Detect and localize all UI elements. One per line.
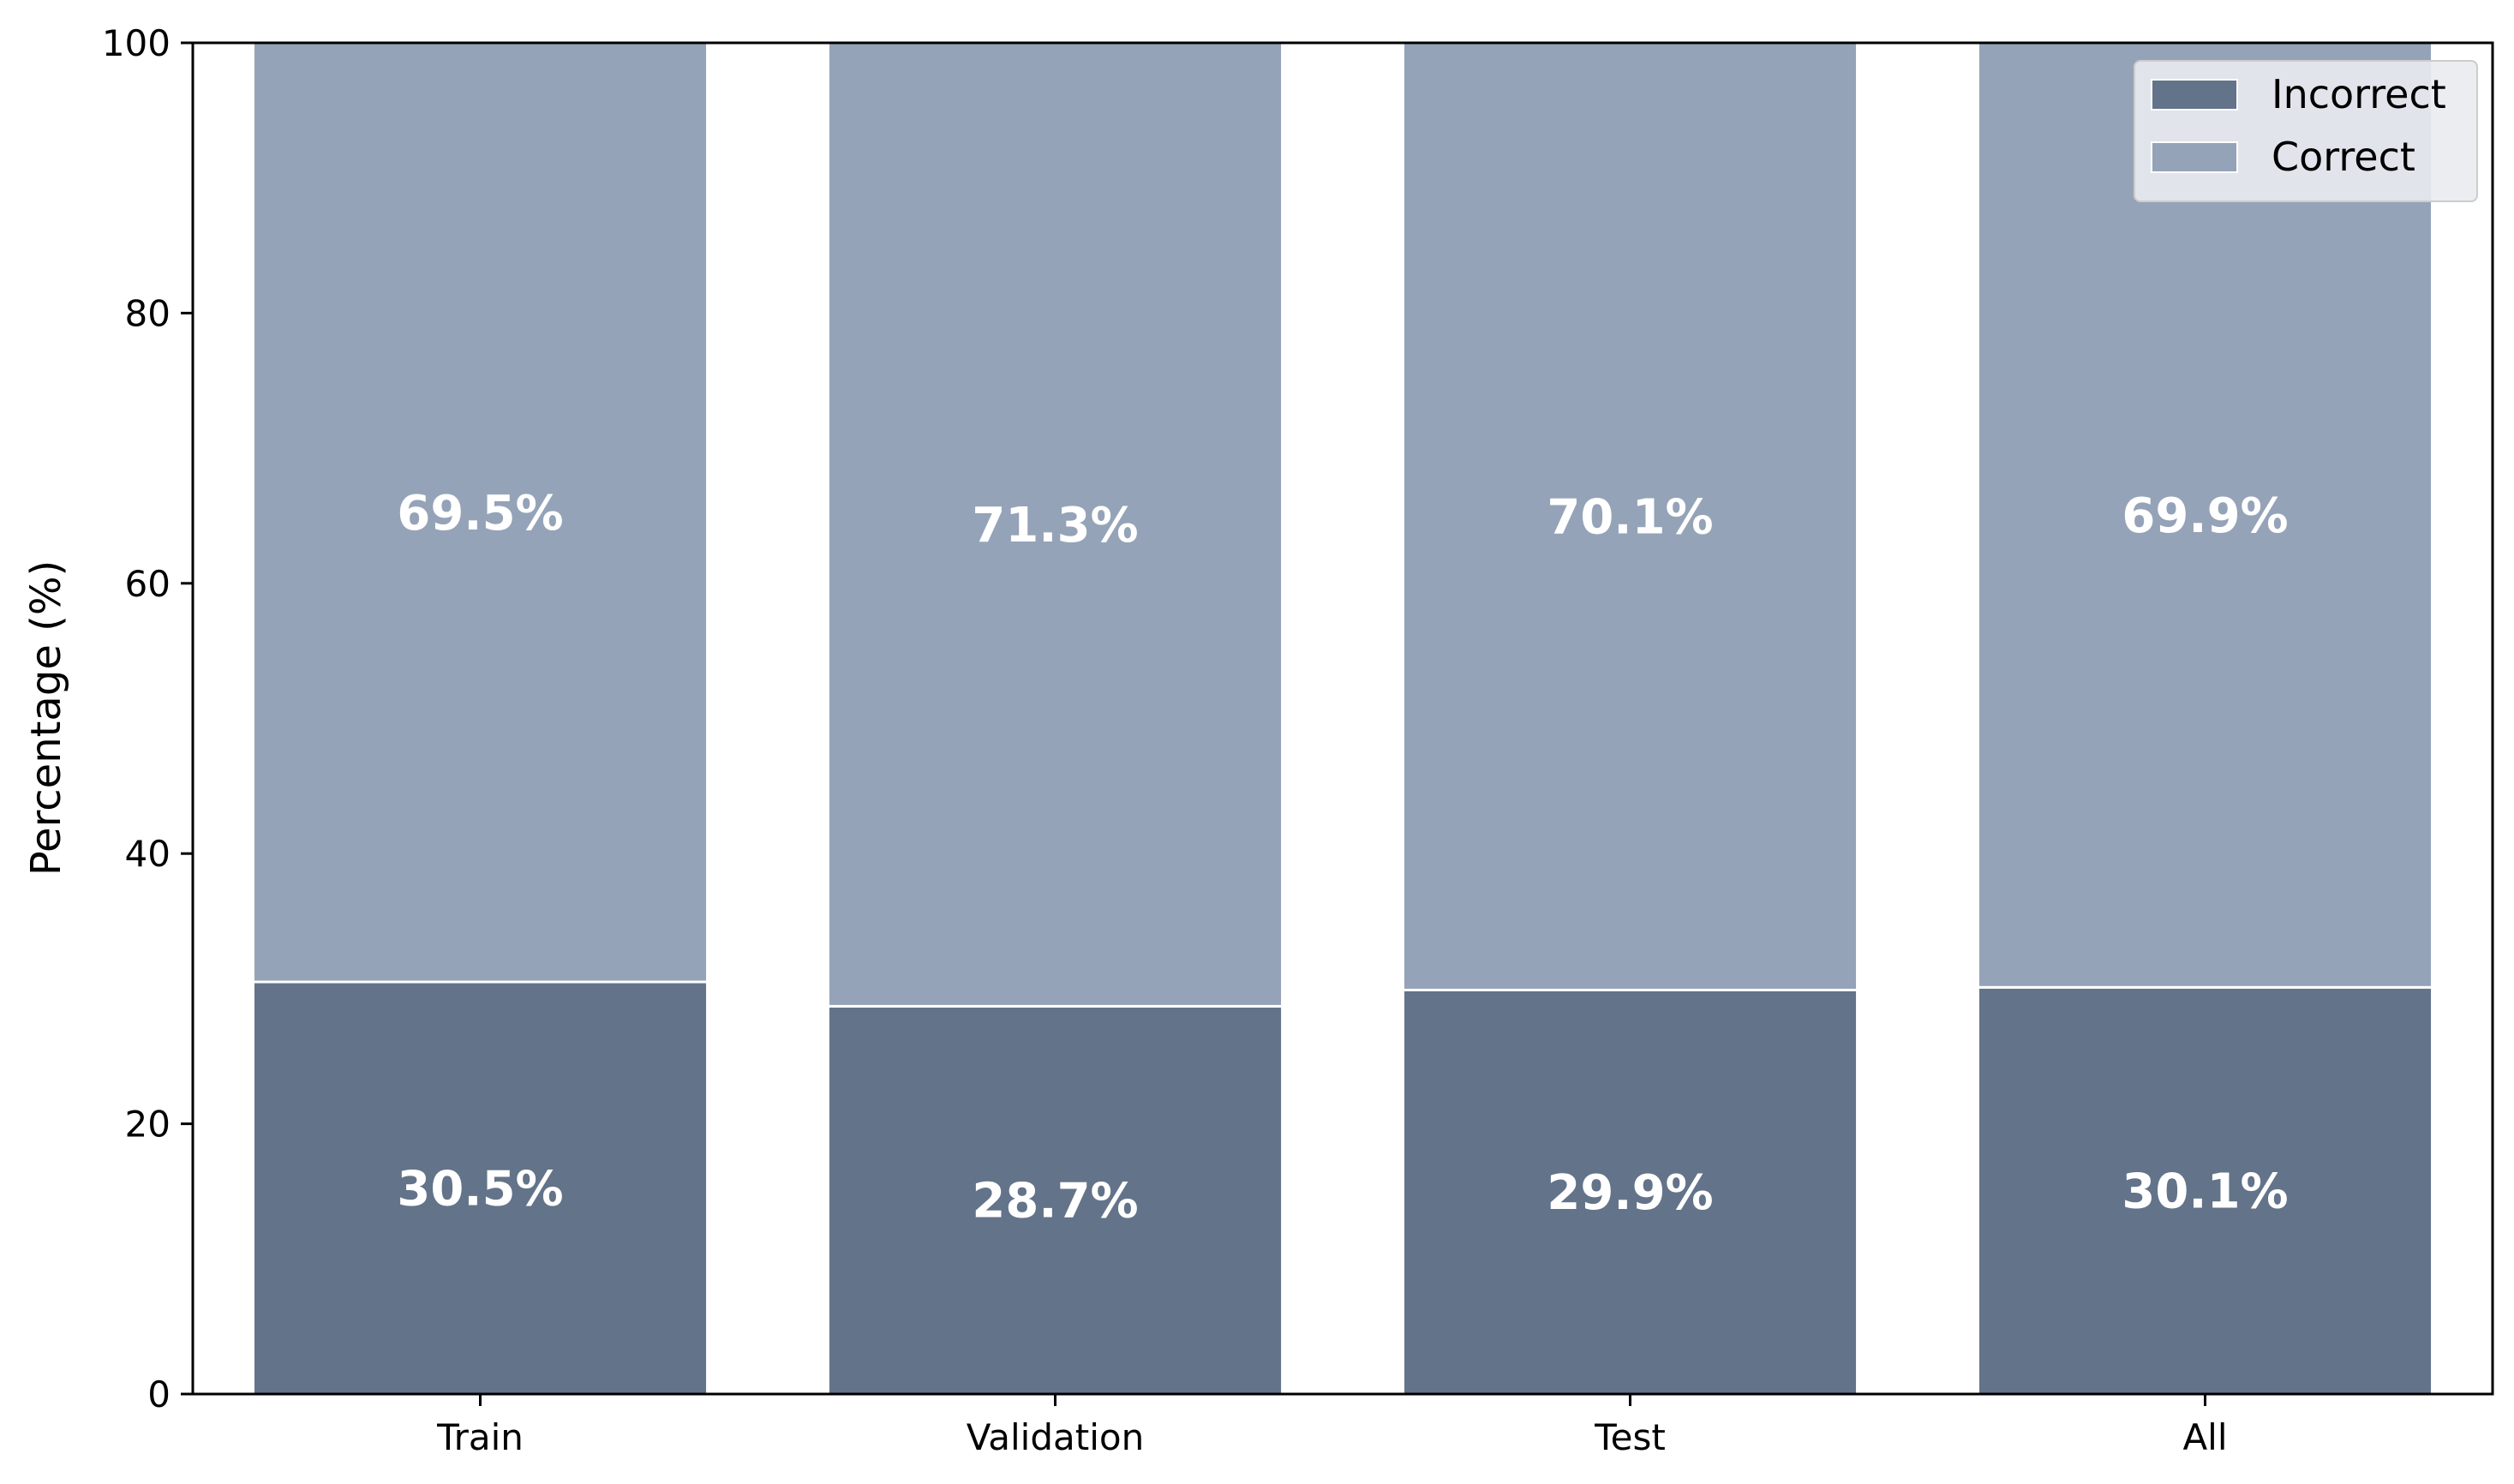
bar-correct-validation: [826, 41, 1284, 1008]
bar-incorrect-train: [251, 980, 709, 1396]
bars-layer: 30.5% 69.5% 28.7% 71.3% 29.9% 70.1% 30.1% 69.9%: [251, 41, 2434, 1396]
x-tick-label: Train: [436, 1416, 524, 1458]
legend-swatch-correct: [2151, 141, 2238, 173]
data-label-incorrect-train: 30.5%: [397, 1162, 563, 1218]
data-label-incorrect-test: 29.9%: [1547, 1165, 1713, 1221]
y-tick-label: 60: [125, 563, 171, 605]
legend: Incorrect Correct: [2134, 60, 2478, 202]
bar-correct-test: [1401, 41, 1859, 991]
data-label-incorrect-all: 30.1%: [2122, 1164, 2288, 1220]
y-axis: 0 20 40 60 80 100: [102, 22, 193, 1415]
y-tick-label: 80: [125, 292, 171, 334]
x-tick-label: All: [2182, 1416, 2227, 1458]
data-label-correct-test: 70.1%: [1547, 490, 1713, 546]
legend-swatch-incorrect: [2151, 79, 2238, 111]
y-axis-label: Percentage (%): [22, 560, 70, 876]
y-tick-label: 100: [102, 22, 171, 64]
bar-correct-train: [251, 41, 709, 984]
plot-frame: [191, 41, 2494, 1396]
y-tick-label: 40: [125, 833, 171, 875]
bar-incorrect-test: [1401, 988, 1859, 1396]
legend-label-correct: Correct: [2272, 134, 2415, 180]
y-tick-label: 0: [147, 1373, 171, 1415]
x-axis: Train Validation Test All: [436, 1394, 2228, 1458]
y-tick-label: 20: [125, 1104, 171, 1146]
x-tick-label: Test: [1594, 1416, 1666, 1458]
bar-incorrect-all: [1976, 985, 2434, 1396]
data-label-correct-train: 69.5%: [397, 486, 563, 542]
data-label-incorrect-validation: 28.7%: [972, 1174, 1138, 1230]
data-label-correct-validation: 71.3%: [972, 498, 1138, 554]
data-label-correct-all: 69.9%: [2122, 488, 2288, 544]
x-tick-label: Validation: [967, 1416, 1144, 1458]
legend-label-incorrect: Incorrect: [2272, 71, 2446, 117]
